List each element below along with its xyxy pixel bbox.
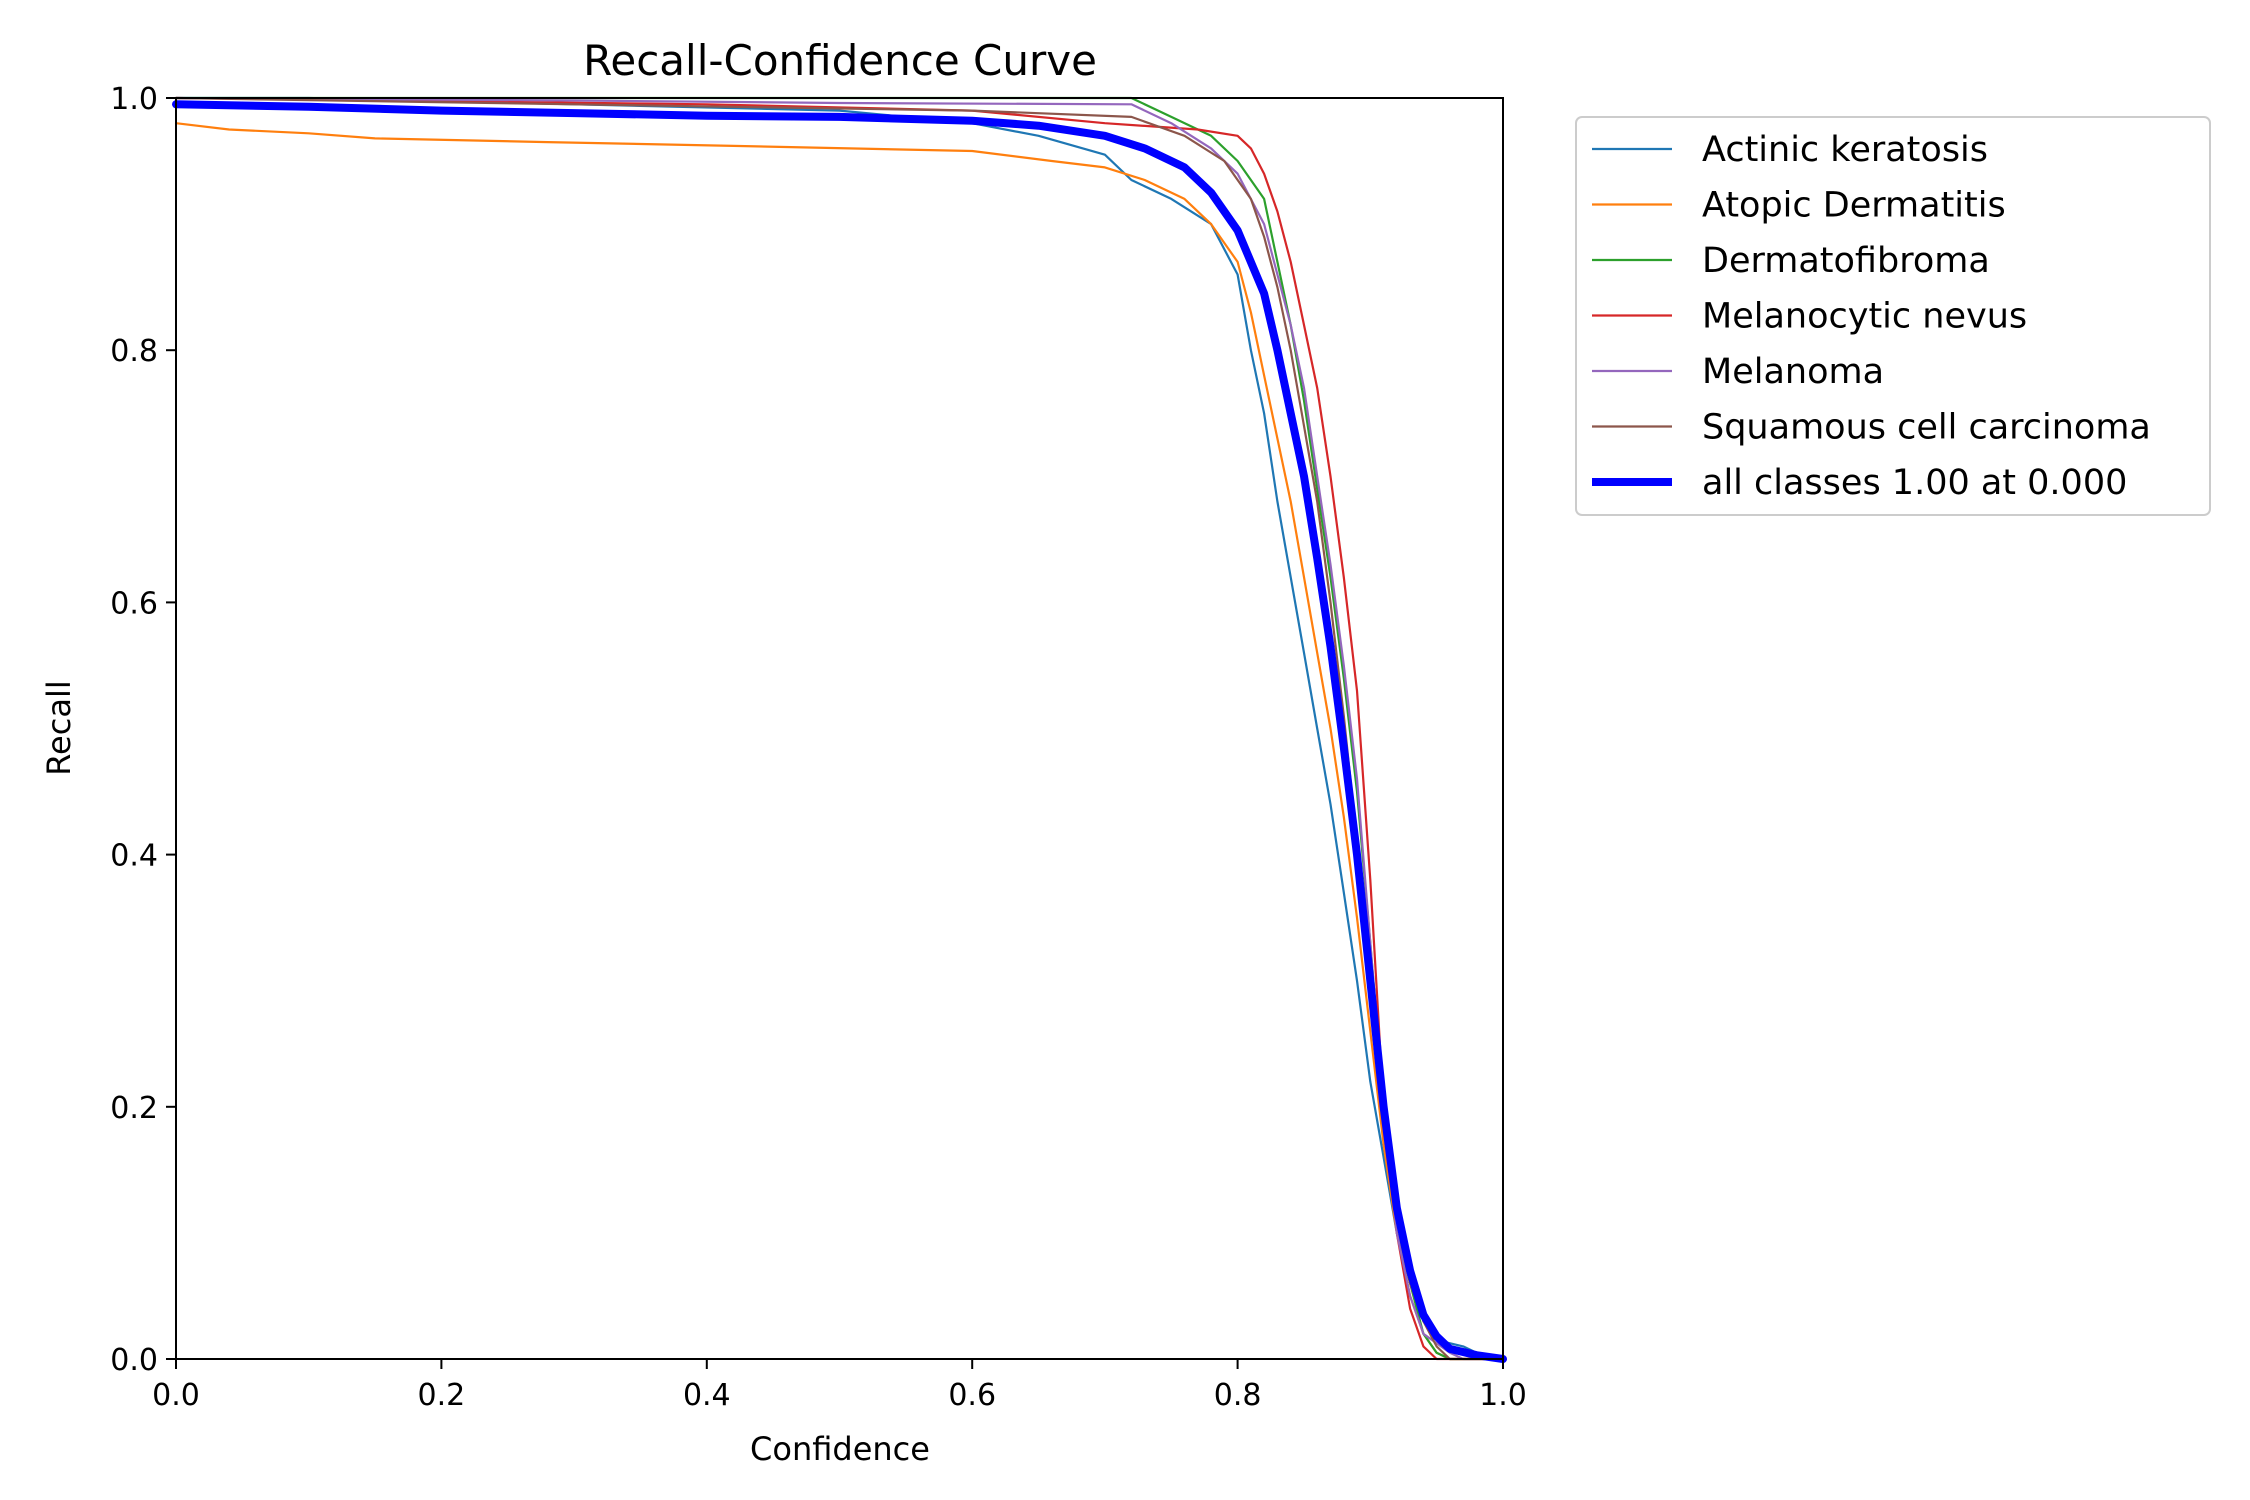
y-tick-label: 0.2: [110, 1091, 158, 1126]
y-tick-label: 0.0: [110, 1343, 158, 1378]
x-tick-label: 1.0: [1479, 1378, 1527, 1413]
x-axis-ticks: 0.0 0.2 0.4 0.6 0.8 1.0: [152, 1359, 1527, 1413]
series-line-4: [174, 96, 1505, 1361]
legend-label: Actinic keratosis: [1702, 130, 1988, 170]
legend-label: all classes 1.00 at 0.000: [1702, 463, 2127, 503]
series-line-6: [172, 100, 1507, 1363]
y-tick-label: 0.6: [110, 586, 158, 621]
legend: Actinic keratosis Atopic Dermatitis Dermat…: [1575, 116, 2211, 516]
y-tick-label: 0.8: [110, 334, 158, 369]
y-tick-label: 1.0: [110, 82, 158, 117]
x-tick-label: 0.4: [683, 1378, 731, 1413]
legend-label: Squamous cell carcinoma: [1702, 408, 2151, 448]
legend-label: Melanocytic nevus: [1702, 297, 2027, 337]
x-tick-label: 0.2: [418, 1378, 466, 1413]
x-tick-label: 0.6: [948, 1378, 996, 1413]
plot-lines: [172, 96, 1507, 1363]
y-axis-ticks: 0.0 0.2 0.4 0.6 0.8 1.0: [110, 82, 176, 1378]
x-tick-label: 0.0: [152, 1378, 200, 1413]
legend-label: Dermatofibroma: [1702, 241, 1990, 281]
y-tick-label: 0.4: [110, 839, 158, 874]
series-line-3: [174, 96, 1505, 1361]
x-tick-label: 0.8: [1214, 1378, 1262, 1413]
plot-frame: [175, 97, 1504, 1360]
legend-label: Melanoma: [1702, 352, 1884, 392]
series-line-2: [174, 96, 1505, 1361]
legend-frame: [1575, 116, 2211, 516]
x-axis-label: Confidence: [750, 1430, 930, 1468]
chart-title: Recall-Confidence Curve: [583, 36, 1097, 85]
legend-label: Atopic Dermatitis: [1702, 186, 2006, 226]
legend-items: Actinic keratosis Atopic Dermatitis Dermat…: [1592, 130, 2151, 503]
y-axis-label: Recall: [40, 680, 78, 775]
